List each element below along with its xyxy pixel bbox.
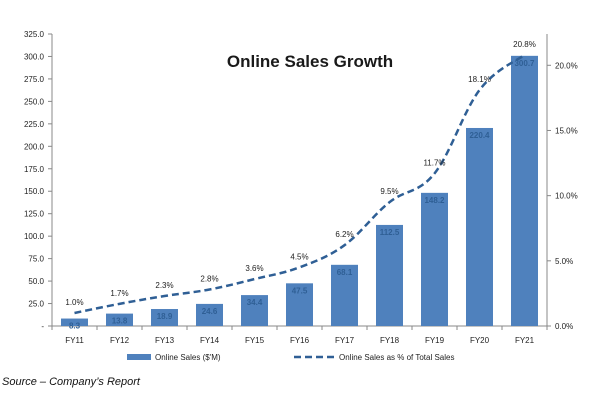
bar [331, 264, 358, 326]
pct-value-label: 3.6% [245, 264, 263, 273]
source-note: Source – Company’s Report [2, 376, 140, 388]
bar-value-label: 47.5 [292, 286, 308, 295]
pct-value-label: 2.3% [155, 281, 173, 290]
y-left-tick-label: 225.0 [24, 120, 45, 129]
bar-value-label: 34.4 [247, 298, 263, 307]
x-tick-label: FY18 [380, 336, 400, 345]
x-tick-label: FY14 [200, 336, 220, 345]
bar [241, 295, 268, 326]
data-labels: 8.3 13.8 18.9 24.6 34.4 47.5 68.1 112.5 148.2 220… [65, 40, 535, 331]
x-tick-label: FY17 [335, 336, 355, 345]
legend-label-bars: Online Sales ($'M) [155, 353, 221, 362]
x-tick-label: FY16 [290, 336, 310, 345]
pct-value-label: 2.8% [200, 275, 218, 284]
bar [151, 309, 178, 326]
y-left-tick-label: 275.0 [24, 75, 45, 84]
bar-value-label: 24.6 [202, 307, 218, 316]
y-right-tick-label: 15.0% [555, 126, 578, 135]
y-right-tick-label: 10.0% [555, 192, 578, 201]
legend-swatch-bars [127, 354, 151, 360]
pct-value-label: 1.7% [110, 289, 128, 298]
y-left-tick-label: 50.0 [28, 277, 44, 286]
y-right-tick-label: 0.0% [555, 322, 573, 331]
bar [286, 283, 313, 326]
y-left-tick-label: 300.0 [24, 52, 45, 61]
y-left-tick-label: 325.0 [24, 30, 45, 39]
bar [376, 224, 403, 326]
y-left-tick-label: - [41, 322, 44, 331]
y-left-tick-label: 250.0 [24, 97, 45, 106]
pct-value-label: 9.5% [380, 187, 398, 196]
y-left-tick-label: 175.0 [24, 165, 45, 174]
legend: Online Sales ($'M) Online Sales as % of T… [127, 353, 454, 362]
y-left-tick-label: 150.0 [24, 187, 45, 196]
x-tick-label: FY20 [470, 336, 490, 345]
bar-value-label: 112.5 [380, 228, 400, 237]
x-tick-label: FY11 [65, 336, 84, 345]
chart: - 25.0 50.0 75.0 100.0 125.0 150.0 175.0 200.0 22… [24, 30, 578, 362]
bar-value-label: 8.3 [69, 322, 81, 331]
bar-value-label: 300.7 [514, 59, 535, 68]
pct-value-label: 20.8% [513, 40, 536, 49]
bar-value-label: 13.8 [112, 317, 128, 326]
x-tick-label: FY21 [515, 336, 535, 345]
x-tick-label: FY12 [110, 336, 130, 345]
pct-value-label: 1.0% [65, 298, 83, 307]
bar-value-label: 220.4 [469, 131, 490, 140]
bar [106, 313, 133, 326]
pct-value-label: 11.7% [423, 158, 445, 167]
chart-title: Online Sales Growth [227, 52, 393, 71]
x-tick-label: FY13 [155, 336, 175, 345]
y-left-tick-label: 100.0 [24, 232, 45, 241]
axes: - 25.0 50.0 75.0 100.0 125.0 150.0 175.0 200.0 22… [24, 30, 578, 345]
bar [61, 318, 88, 326]
y-right-tick-label: 5.0% [555, 257, 573, 266]
pct-value-label: 18.1% [468, 75, 491, 84]
y-left-tick-label: 75.0 [28, 255, 44, 264]
bar [421, 192, 448, 326]
line-series [74, 53, 526, 315]
legend-label-line: Online Sales as % of Total Sales [339, 353, 454, 362]
pct-value-label: 6.2% [335, 230, 353, 239]
bar [466, 127, 493, 326]
y-left-tick-label: 125.0 [24, 210, 45, 219]
bar-value-label: 68.1 [337, 268, 353, 277]
bar [511, 55, 538, 327]
bar-value-label: 148.2 [424, 196, 445, 205]
x-tick-label: FY15 [245, 336, 265, 345]
y-right-tick-label: 20.0% [555, 61, 578, 70]
x-tick-label: FY19 [425, 336, 445, 345]
pct-line [74, 53, 526, 315]
bars [61, 55, 538, 327]
bar [196, 303, 223, 326]
y-left-tick-label: 200.0 [24, 142, 45, 151]
y-left-tick-label: 25.0 [28, 300, 44, 309]
pct-value-label: 4.5% [290, 252, 308, 261]
bar-value-label: 18.9 [157, 312, 173, 321]
